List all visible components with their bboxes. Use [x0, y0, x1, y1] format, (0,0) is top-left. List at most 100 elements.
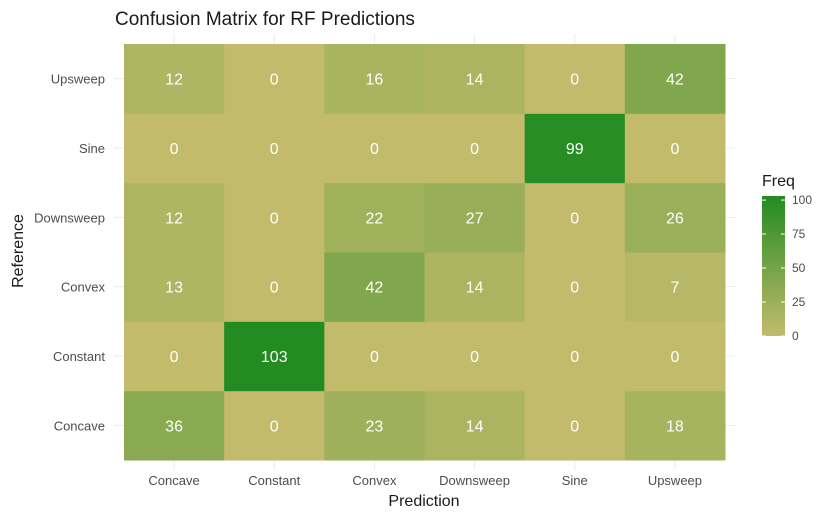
cell-value-label: 0 [370, 349, 379, 366]
y-tick-label: Sine [79, 141, 105, 156]
cell-value-label: 12 [165, 72, 183, 89]
cell-upsweep-convex [324, 44, 425, 114]
cell-sine-downsweep [424, 113, 526, 184]
legend-tick-label: 100 [792, 193, 812, 207]
chart-title: Confusion Matrix for RF Predictions [115, 9, 415, 30]
cell-concave-convex [324, 390, 425, 461]
cell-value-label: 0 [670, 141, 679, 158]
cell-downsweep-downsweep [424, 182, 526, 253]
y-axis-ticks: Concave Constant Convex Downsweep Sine Upswee… [34, 72, 105, 434]
cell-value-label: 18 [666, 418, 684, 435]
cell-sine-concave [124, 113, 225, 184]
cell-value-label: 0 [370, 141, 379, 158]
y-tick-label: Convex [61, 280, 106, 295]
legend-tick-label: 75 [792, 227, 806, 241]
cell-concave-downsweep [424, 390, 526, 461]
cell-concave-concave [124, 390, 225, 461]
cell-upsweep-upsweep [624, 44, 726, 114]
cell-value-label: 0 [570, 72, 579, 89]
cell-constant-upsweep [624, 321, 726, 392]
cell-value-label: 103 [261, 349, 288, 366]
cell-value-label: 0 [270, 210, 279, 227]
y-axis-title: Reference [10, 214, 27, 288]
heatmap-cells [124, 44, 726, 461]
cell-value-label: 0 [470, 349, 479, 366]
x-axis-ticks: Concave Constant Convex Downsweep Sine Upswee… [148, 473, 702, 488]
x-tick-label: Concave [148, 473, 199, 488]
x-tick-label: Convex [352, 473, 397, 488]
legend-ticks: 0 25 50 75 100 [762, 193, 812, 343]
cell-value-label: 7 [670, 280, 679, 297]
cell-value-label: 14 [466, 280, 484, 297]
cell-convex-upsweep [624, 252, 726, 322]
cell-value-label: 42 [666, 72, 684, 89]
cell-value-label: 0 [670, 349, 679, 366]
cell-constant-convex [324, 321, 425, 392]
x-tick-label: Constant [248, 473, 300, 488]
x-tick-label: Sine [562, 473, 588, 488]
cell-downsweep-convex [324, 182, 425, 253]
cell-value-label: 22 [366, 210, 384, 227]
legend-tick-label: 50 [792, 261, 806, 275]
cell-convex-constant [224, 252, 325, 322]
cell-convex-sine [524, 252, 626, 322]
cell-value-label: 14 [466, 72, 484, 89]
cell-constant-concave [124, 321, 225, 392]
cell-upsweep-constant [224, 44, 325, 114]
x-axis-title: Prediction [388, 493, 459, 510]
y-tick-label: Downsweep [34, 210, 105, 225]
y-tick-label: Constant [53, 349, 105, 364]
cell-value-label: 0 [170, 141, 179, 158]
cell-value-label: 26 [666, 210, 684, 227]
legend-tick-label: 0 [792, 329, 799, 343]
cell-value-label: 0 [270, 141, 279, 158]
cell-value-label: 0 [570, 418, 579, 435]
cell-sine-sine [524, 113, 626, 184]
y-tick-label: Concave [54, 418, 105, 433]
y-tick-label: Upsweep [51, 72, 105, 87]
cell-concave-constant [224, 390, 325, 461]
cell-downsweep-constant [224, 182, 325, 253]
cell-value-label: 0 [470, 141, 479, 158]
cell-value-label: 12 [165, 210, 183, 227]
legend-tick-label: 25 [792, 295, 806, 309]
cell-upsweep-downsweep [424, 44, 526, 114]
cell-value-label: 36 [165, 418, 183, 435]
cell-concave-upsweep [624, 390, 726, 461]
cell-value-label: 13 [165, 280, 183, 297]
cell-constant-sine [524, 321, 626, 392]
cell-value-label: 0 [170, 349, 179, 366]
cell-sine-constant [224, 113, 325, 184]
color-legend: Freq 0 25 50 75 100 [762, 173, 812, 343]
cell-value-label: 0 [270, 72, 279, 89]
cell-value-label: 99 [566, 141, 584, 158]
cell-value-label: 23 [366, 418, 384, 435]
cell-convex-downsweep [424, 252, 526, 322]
cell-value-label: 0 [570, 210, 579, 227]
legend-title: Freq [762, 173, 795, 190]
cell-concave-sine [524, 390, 626, 461]
cell-value-label: 0 [570, 349, 579, 366]
cell-downsweep-upsweep [624, 182, 726, 253]
cell-value-label: 0 [570, 280, 579, 297]
cell-sine-upsweep [624, 113, 726, 184]
cell-constant-downsweep [424, 321, 526, 392]
cell-downsweep-sine [524, 182, 626, 253]
cell-convex-concave [124, 252, 225, 322]
cell-value-label: 0 [270, 280, 279, 297]
cell-value-labels: 36 0 23 14 0 18 0 103 0 0 0 0 13 0 42 14 0 7 12 0 22 27 0 26 0 0 0… [165, 72, 684, 436]
cell-sine-convex [324, 113, 425, 184]
cell-value-label: 14 [466, 418, 484, 435]
cell-upsweep-sine [524, 44, 626, 114]
legend-color-bar [762, 196, 785, 336]
cell-value-label: 42 [366, 280, 384, 297]
cell-constant-constant [224, 321, 325, 392]
x-tick-label: Downsweep [439, 473, 510, 488]
cell-convex-convex [324, 252, 425, 322]
cell-value-label: 27 [466, 210, 484, 227]
cell-downsweep-concave [124, 182, 225, 253]
x-tick-label: Upsweep [648, 473, 702, 488]
cell-value-label: 0 [270, 418, 279, 435]
